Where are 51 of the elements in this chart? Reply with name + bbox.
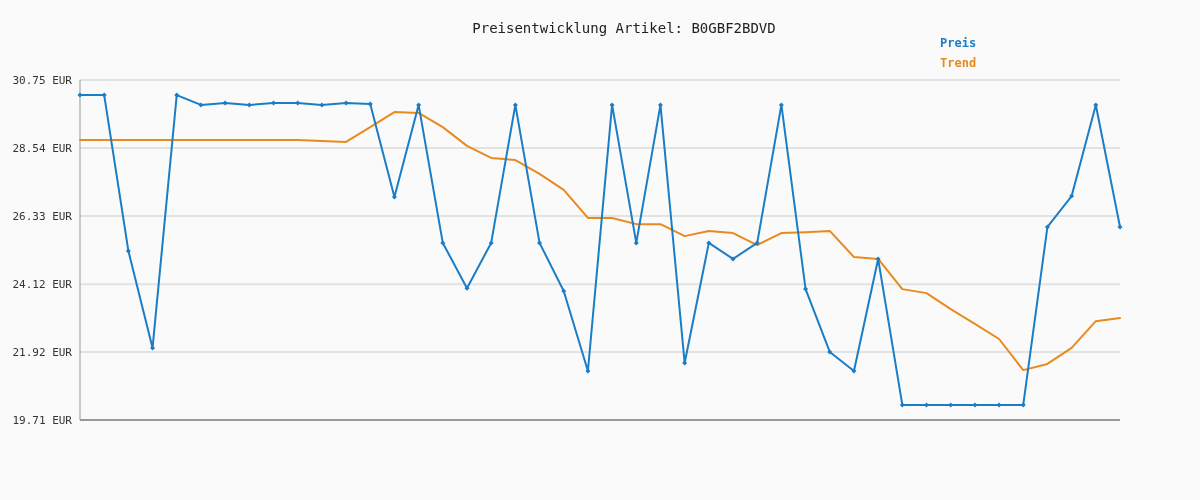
point xyxy=(125,248,131,254)
text: Preis xyxy=(940,36,977,50)
point xyxy=(1044,224,1050,230)
y-tick-label: 21.92 EUR xyxy=(12,345,73,359)
line-series xyxy=(79,111,1121,372)
point xyxy=(537,240,543,246)
point xyxy=(827,349,833,355)
point xyxy=(367,101,373,107)
point xyxy=(270,100,276,106)
point xyxy=(609,102,615,108)
point xyxy=(899,402,905,408)
chart-title: Preisentwicklung Artikel: B0GBF2BDVD xyxy=(472,20,776,36)
point xyxy=(319,102,325,108)
point xyxy=(222,100,228,106)
point xyxy=(561,288,567,294)
point xyxy=(682,360,688,366)
point xyxy=(1093,102,1099,108)
text: Trend xyxy=(940,56,977,70)
y-tick-label: 28.54 EUR xyxy=(12,142,73,156)
point xyxy=(706,240,712,246)
y-tick-label: 26.33 EUR xyxy=(12,210,73,224)
point xyxy=(512,102,518,108)
point xyxy=(1069,193,1075,199)
point xyxy=(730,256,736,262)
point xyxy=(198,102,204,108)
point xyxy=(1117,224,1123,230)
point xyxy=(391,194,397,200)
point xyxy=(585,368,591,374)
point xyxy=(803,286,809,292)
point xyxy=(295,100,301,106)
point xyxy=(657,102,663,108)
y-tick-label: 19.71 EUR xyxy=(12,414,73,427)
point xyxy=(488,240,494,246)
point xyxy=(343,100,349,106)
point xyxy=(101,92,107,98)
y-tick-label: 30.75 EUR xyxy=(12,74,73,87)
point xyxy=(875,256,881,262)
point xyxy=(1020,402,1026,408)
point xyxy=(416,102,422,108)
point xyxy=(633,240,639,246)
y-tick-label: 24.12 EUR xyxy=(12,278,73,292)
point xyxy=(996,402,1002,408)
point xyxy=(440,240,446,246)
point xyxy=(972,402,978,408)
point xyxy=(851,368,857,374)
point xyxy=(77,92,83,98)
point xyxy=(246,102,252,108)
point xyxy=(174,92,180,98)
point xyxy=(778,102,784,108)
point xyxy=(754,240,760,246)
point xyxy=(150,345,156,351)
